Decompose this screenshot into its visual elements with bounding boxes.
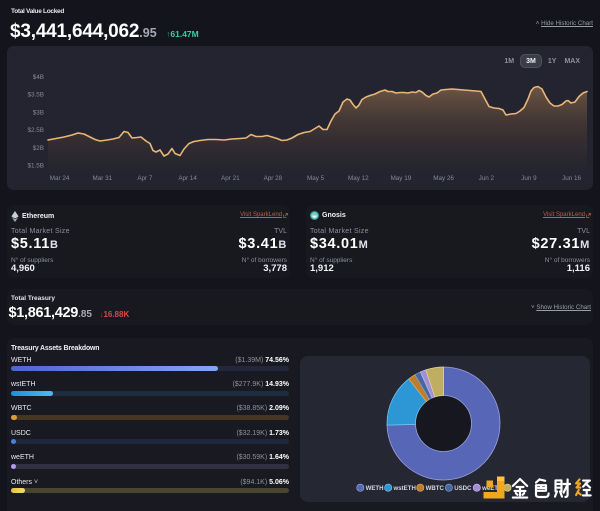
svg-text:Apr 28: Apr 28 — [264, 175, 283, 182]
svg-text:USDC: USDC — [454, 485, 472, 492]
svg-text:Apr 21: Apr 21 — [221, 175, 240, 182]
svg-text:Jun 9: Jun 9 — [521, 175, 537, 182]
svg-text:Jun 16: Jun 16 — [562, 175, 581, 182]
svg-text:Apr 14: Apr 14 — [178, 175, 197, 182]
svg-text:$3.5B: $3.5B — [28, 92, 44, 99]
svg-text:$2B: $2B — [33, 145, 44, 152]
svg-text:$4B: $4B — [33, 74, 44, 81]
svg-text:WETH: WETH — [366, 485, 384, 492]
svg-text:May 19: May 19 — [391, 175, 412, 182]
svg-text:Apr 7: Apr 7 — [137, 175, 153, 182]
svg-text:$2.5B: $2.5B — [28, 127, 44, 134]
svg-text:Mar 24: Mar 24 — [50, 175, 70, 182]
svg-text:May 12: May 12 — [348, 175, 369, 182]
svg-text:WBTC: WBTC — [426, 485, 445, 492]
svg-text:weETH: weETH — [481, 485, 502, 492]
svg-text:May 5: May 5 — [307, 175, 325, 182]
svg-text:Jun 2: Jun 2 — [479, 175, 495, 182]
svg-text:May 26: May 26 — [433, 175, 454, 182]
svg-text:$1.5B: $1.5B — [28, 163, 44, 170]
svg-text:wstETH: wstETH — [393, 485, 416, 492]
svg-text:$3B: $3B — [33, 109, 44, 116]
svg-text:Mar 31: Mar 31 — [92, 175, 112, 182]
